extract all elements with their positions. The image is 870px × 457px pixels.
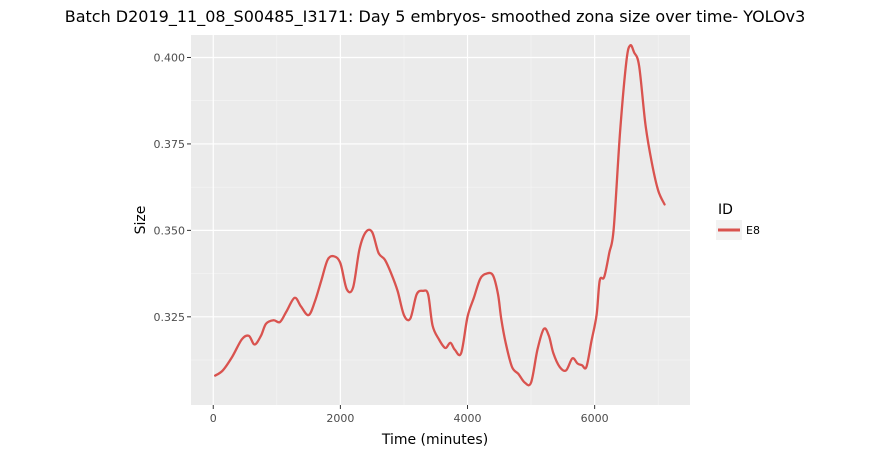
y-tick-label: 0.350 — [154, 224, 186, 237]
x-axis-title: Time (minutes) — [381, 432, 488, 448]
legend-label-e8: E8 — [746, 224, 760, 237]
chart-title: Batch D2019_11_08_S00485_I3171: Day 5 em… — [65, 7, 806, 27]
x-tick-label: 2000 — [326, 412, 354, 425]
grid-major — [191, 35, 690, 405]
y-tick-label: 0.375 — [154, 138, 186, 151]
legend: ID E8 — [716, 202, 760, 240]
y-tick-label: 0.400 — [154, 51, 186, 64]
axis-ticks: 0 2000 4000 6000 0.325 0.350 0.375 0.400 — [154, 51, 609, 425]
x-tick-label: 6000 — [581, 412, 609, 425]
x-tick-label: 0 — [210, 412, 217, 425]
series-layer — [214, 43, 666, 387]
x-tick-label: 4000 — [454, 412, 482, 425]
y-tick-label: 0.325 — [154, 311, 186, 324]
grid-minor — [191, 35, 690, 405]
y-axis-title: Size — [133, 206, 149, 235]
legend-title: ID — [718, 202, 733, 218]
series-line-e8 — [214, 43, 666, 387]
